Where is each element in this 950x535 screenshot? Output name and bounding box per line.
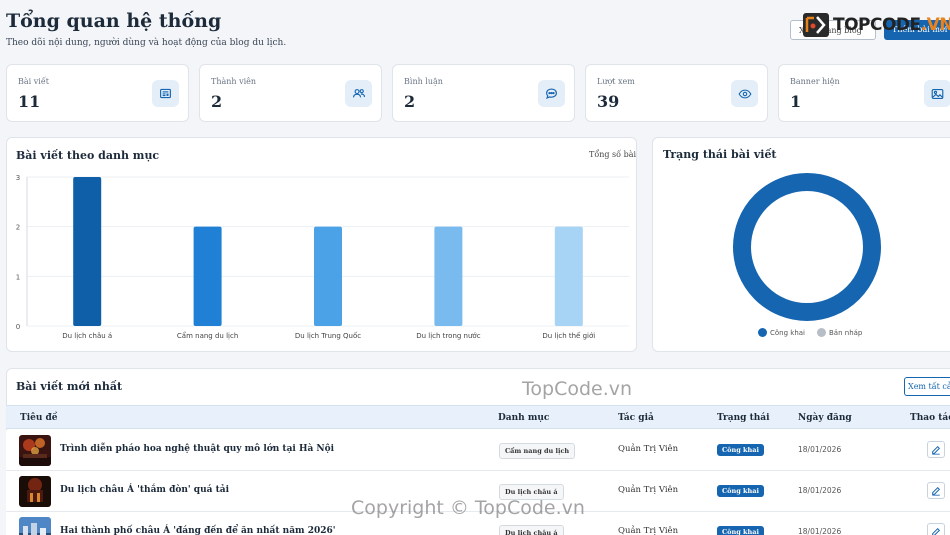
legend-item-public[interactable]: Công khai	[758, 328, 805, 337]
logo-mark-icon	[802, 12, 830, 38]
x-tick-label: Du lịch châu á	[62, 332, 112, 340]
category-badge: Cẩm nang du lịch	[499, 443, 576, 459]
status-chart-legend: Công khai Bản nháp	[758, 328, 862, 337]
x-tick-label: Du lịch thế giới	[542, 332, 595, 340]
status-chart-panel: Trạng thái bài viết Công khai Bản nháp	[652, 137, 950, 352]
post-title[interactable]: Trình diễn pháo hoa nghệ thuật quy mô lớ…	[60, 444, 335, 454]
stat-value: 2	[404, 92, 416, 111]
posts-table-header: Tiêu đề Danh mục Tác giả Trạng thái Ngày…	[6, 405, 950, 429]
stat-label: Bài viết	[18, 77, 49, 86]
status-chart-title: Trạng thái bài viết	[663, 148, 777, 161]
stat-card-members: Thành viên 2	[199, 64, 382, 122]
post-thumbnail	[19, 435, 51, 466]
bar	[434, 226, 463, 326]
bar	[73, 177, 102, 326]
eye-icon	[731, 80, 758, 107]
stat-label: Banner hiện	[790, 77, 840, 86]
y-tick-label: 3	[16, 174, 20, 182]
status-badge: Công khai	[717, 526, 764, 535]
post-title[interactable]: Du lịch châu Á 'thắm đòn' quá tải	[60, 485, 230, 495]
x-tick-label: Du lịch trong nước	[416, 332, 480, 340]
status-badge: Công khai	[717, 485, 764, 497]
stat-label: Bình luận	[404, 77, 443, 86]
view-all-button[interactable]: Xem tất cả	[904, 377, 950, 396]
post-date: 18/01/2026	[798, 527, 842, 535]
edit-icon	[932, 486, 941, 496]
y-tick-label: 2	[16, 224, 20, 232]
column-header-actions: Thao tác	[910, 413, 950, 423]
page-header: Tổng quan hệ thống Theo dõi nội dung, ng…	[0, 0, 950, 60]
newspaper-icon	[152, 80, 179, 107]
latest-posts-title: Bài viết mới nhất	[16, 380, 123, 393]
logo-text: TOPCODE.VN	[833, 15, 950, 35]
post-date: 18/01/2026	[798, 486, 842, 495]
stat-card-views: Lượt xem 39	[585, 64, 768, 122]
post-date: 18/01/2026	[798, 445, 842, 454]
category-chart-panel: Bài viết theo danh mục Tổng số bài 0 1 2 3 D…	[6, 137, 637, 352]
watermark-bottom: Copyright © TopCode.vn	[351, 497, 585, 519]
stat-value: 11	[18, 92, 41, 111]
category-badge: Du lịch châu á	[499, 484, 564, 500]
column-header-category[interactable]: Danh mục	[498, 413, 550, 423]
post-author: Quản Trị Viên	[618, 526, 679, 535]
image-icon	[924, 80, 950, 107]
edit-post-button[interactable]	[927, 482, 945, 499]
bar	[314, 226, 342, 326]
watermark-center: TopCode.vn	[522, 378, 633, 400]
edit-icon	[932, 527, 941, 535]
category-badge: Du lịch châu á	[499, 525, 564, 535]
legend-swatch	[758, 328, 767, 337]
post-author: Quản Trị Viên	[618, 444, 679, 454]
legend-item-draft[interactable]: Bản nháp	[817, 328, 862, 337]
users-icon	[345, 80, 372, 107]
chat-icon	[538, 80, 565, 107]
edit-post-button[interactable]	[927, 523, 945, 535]
topcode-logo: TOPCODE.VN	[802, 12, 950, 38]
post-thumbnail	[19, 476, 51, 507]
column-header-title[interactable]: Tiêu đề	[20, 413, 58, 423]
bar	[193, 226, 222, 326]
status-badge: Công khai	[717, 444, 764, 456]
pie-slice	[733, 173, 881, 321]
status-donut-chart	[733, 173, 881, 321]
bar	[554, 226, 583, 326]
add-post-button[interactable]: Thêm bài mới	[884, 20, 950, 40]
table-row[interactable]: Du lịch châu Á 'thắm đòn' quá tải Du lịc…	[6, 471, 950, 512]
category-chart-note: Tổng số bài	[589, 150, 637, 159]
stat-value: 1	[790, 92, 802, 111]
page-title: Tổng quan hệ thống	[6, 10, 222, 32]
stat-card-posts: Bài viết 11	[6, 64, 189, 122]
stat-value: 2	[211, 92, 223, 111]
legend-swatch	[817, 328, 826, 337]
column-header-date[interactable]: Ngày đăng	[798, 413, 852, 423]
y-tick-label: 1	[16, 273, 20, 281]
x-tick-label: Cẩm nang du lịch	[177, 331, 238, 340]
table-row[interactable]: Trình diễn pháo hoa nghệ thuật quy mô lớ…	[6, 430, 950, 471]
post-thumbnail	[19, 517, 51, 535]
edit-post-button[interactable]	[927, 441, 945, 458]
legend-label: Công khai	[770, 328, 805, 337]
stat-card-comments: Bình luận 2	[392, 64, 575, 122]
category-bar-chart: 0 1 2 3 Du lịch châu á Cẩm nang du lịch Du lịc…	[16, 174, 629, 340]
table-row[interactable]: Hai thành phố châu Á 'đáng đến để ăn nhấ…	[6, 512, 950, 535]
category-chart-title: Bài viết theo danh mục	[16, 149, 160, 162]
legend-label: Bản nháp	[829, 328, 863, 337]
post-author: Quản Trị Viên	[618, 485, 679, 495]
y-tick-label: 0	[16, 323, 20, 331]
edit-icon	[932, 445, 941, 455]
stat-value: 39	[597, 92, 620, 111]
post-title[interactable]: Hai thành phố châu Á 'đáng đến để ăn nhấ…	[60, 526, 336, 535]
stat-label: Thành viên	[211, 77, 257, 86]
stat-label: Lượt xem	[597, 77, 635, 86]
stat-card-banners: Banner hiện 1	[778, 64, 950, 122]
page-subtitle: Theo dõi nội dung, người dùng và hoạt độ…	[6, 38, 287, 48]
column-header-status[interactable]: Trạng thái	[717, 413, 770, 423]
x-tick-label: Du lịch Trung Quốc	[295, 332, 361, 340]
column-header-author[interactable]: Tác giả	[618, 413, 654, 423]
